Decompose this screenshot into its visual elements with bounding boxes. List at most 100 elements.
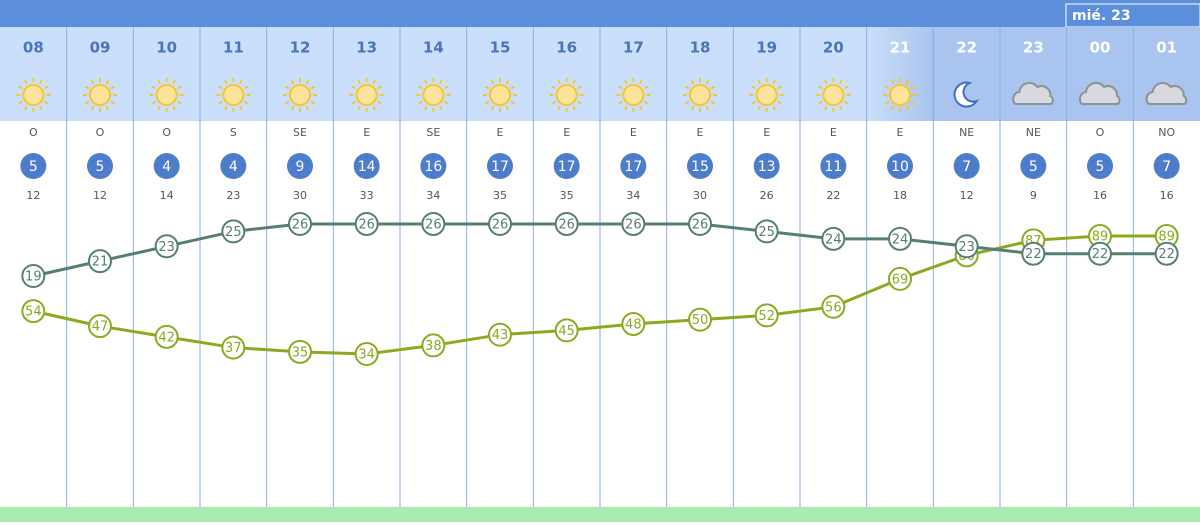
sun-ray — [510, 100, 516, 105]
sun-icon — [889, 84, 911, 106]
wind-gust: 16 — [1093, 189, 1107, 202]
sun-ray — [444, 100, 449, 105]
humidity-label: 56 — [825, 300, 842, 315]
sun-ray — [151, 85, 156, 90]
sun-icon — [89, 84, 111, 106]
sun-ray — [90, 79, 95, 85]
temperature-label: 26 — [558, 217, 575, 232]
wind-speed-badge — [87, 153, 113, 179]
humidity-point — [621, 311, 646, 336]
sun-ray — [84, 100, 90, 105]
humidity-point — [488, 322, 512, 347]
bottom-bar — [0, 507, 1200, 522]
sun-icon — [22, 84, 45, 106]
wind-gust: 34 — [626, 189, 640, 202]
sun-ray — [238, 79, 243, 85]
night-bg — [1000, 27, 1067, 121]
sun-ray — [705, 105, 710, 111]
wind-gust: 30 — [293, 189, 307, 202]
wind-direction: E — [830, 126, 837, 139]
sun-ray — [438, 79, 443, 85]
wind-direction: S — [230, 126, 237, 139]
hour-label: 14 — [423, 39, 444, 57]
temperature-label: 26 — [358, 217, 375, 232]
temperature-point — [754, 219, 779, 244]
temperature-label: 21 — [92, 255, 109, 270]
sun-ray — [218, 100, 223, 105]
wind-direction: E — [763, 126, 770, 139]
temperature-label: 22 — [1025, 247, 1042, 262]
sun-ray — [377, 100, 382, 105]
temperature-label: 23 — [158, 240, 175, 255]
sun-ray — [818, 85, 823, 90]
wind-gust: 34 — [426, 189, 440, 202]
humidity-label: 47 — [92, 320, 109, 335]
wind-direction: E — [497, 126, 504, 139]
hour-label: 09 — [90, 39, 111, 57]
sun-ray — [684, 100, 690, 105]
wind-direction: E — [630, 126, 637, 139]
sun-ray — [905, 79, 910, 85]
wind-direction: E — [563, 126, 570, 139]
sun-ray — [638, 105, 643, 111]
sun-ray — [572, 79, 577, 85]
humidity-point — [754, 303, 779, 328]
temperature-label: 26 — [692, 217, 709, 232]
wind-speed-badge — [820, 153, 847, 179]
temperature-point — [354, 211, 379, 236]
temperature-point — [221, 219, 246, 244]
sun-ray — [577, 85, 582, 90]
wind-gust: 14 — [160, 189, 174, 202]
wind-speed: 7 — [962, 159, 971, 175]
wind-speed-badge — [620, 153, 647, 179]
wind-speed-badge — [220, 153, 247, 179]
sun-ray — [377, 85, 382, 90]
humidity-point — [554, 318, 579, 343]
sun-ray — [244, 85, 249, 90]
sun-ray — [844, 85, 849, 90]
humidity-point — [288, 339, 312, 364]
sun-ray — [157, 79, 162, 85]
wind-speed: 17 — [624, 159, 642, 175]
sun-ray — [284, 85, 290, 90]
temperature-point — [88, 249, 112, 274]
sun-ray — [172, 79, 177, 85]
sun-ray — [290, 79, 295, 85]
hour-label: 12 — [290, 39, 311, 57]
temperature-point — [554, 211, 579, 236]
wind-speed-badge — [753, 153, 780, 179]
sun-ray — [290, 105, 295, 111]
sun-icon — [689, 84, 711, 106]
wind-direction: NE — [959, 126, 974, 139]
sun-ray — [423, 105, 428, 111]
sun-ray — [623, 105, 628, 111]
sun-ray — [710, 85, 716, 90]
wind-speed: 5 — [29, 159, 38, 175]
wind-gust: 18 — [893, 189, 907, 202]
sun-ray — [305, 79, 310, 85]
sun-icon — [222, 84, 245, 106]
sun-ray — [418, 100, 423, 105]
wind-speed-badge — [20, 153, 47, 179]
sun-ray — [884, 85, 890, 90]
sun-ray — [818, 100, 823, 105]
temperature-point — [1021, 241, 1046, 266]
wind-speed: 14 — [358, 159, 376, 175]
humidity-label: 89 — [1158, 230, 1175, 245]
humidity-label: 38 — [425, 339, 442, 354]
date-bar — [0, 0, 1200, 27]
hour-label: 23 — [1023, 39, 1044, 57]
sun-ray — [244, 100, 249, 105]
humidity-label: 42 — [158, 330, 175, 345]
temperature-point — [821, 226, 846, 251]
humidity-point — [221, 335, 246, 360]
wind-gust: 35 — [493, 189, 507, 202]
sun-ray — [484, 85, 490, 90]
wind-speed: 7 — [1162, 159, 1171, 175]
sun-ray — [751, 100, 756, 105]
temperature-point — [954, 234, 979, 259]
humidity-label: 43 — [492, 328, 509, 343]
sun-ray — [823, 105, 828, 111]
humidity-label: 45 — [558, 324, 575, 339]
sun-ray — [484, 100, 490, 105]
